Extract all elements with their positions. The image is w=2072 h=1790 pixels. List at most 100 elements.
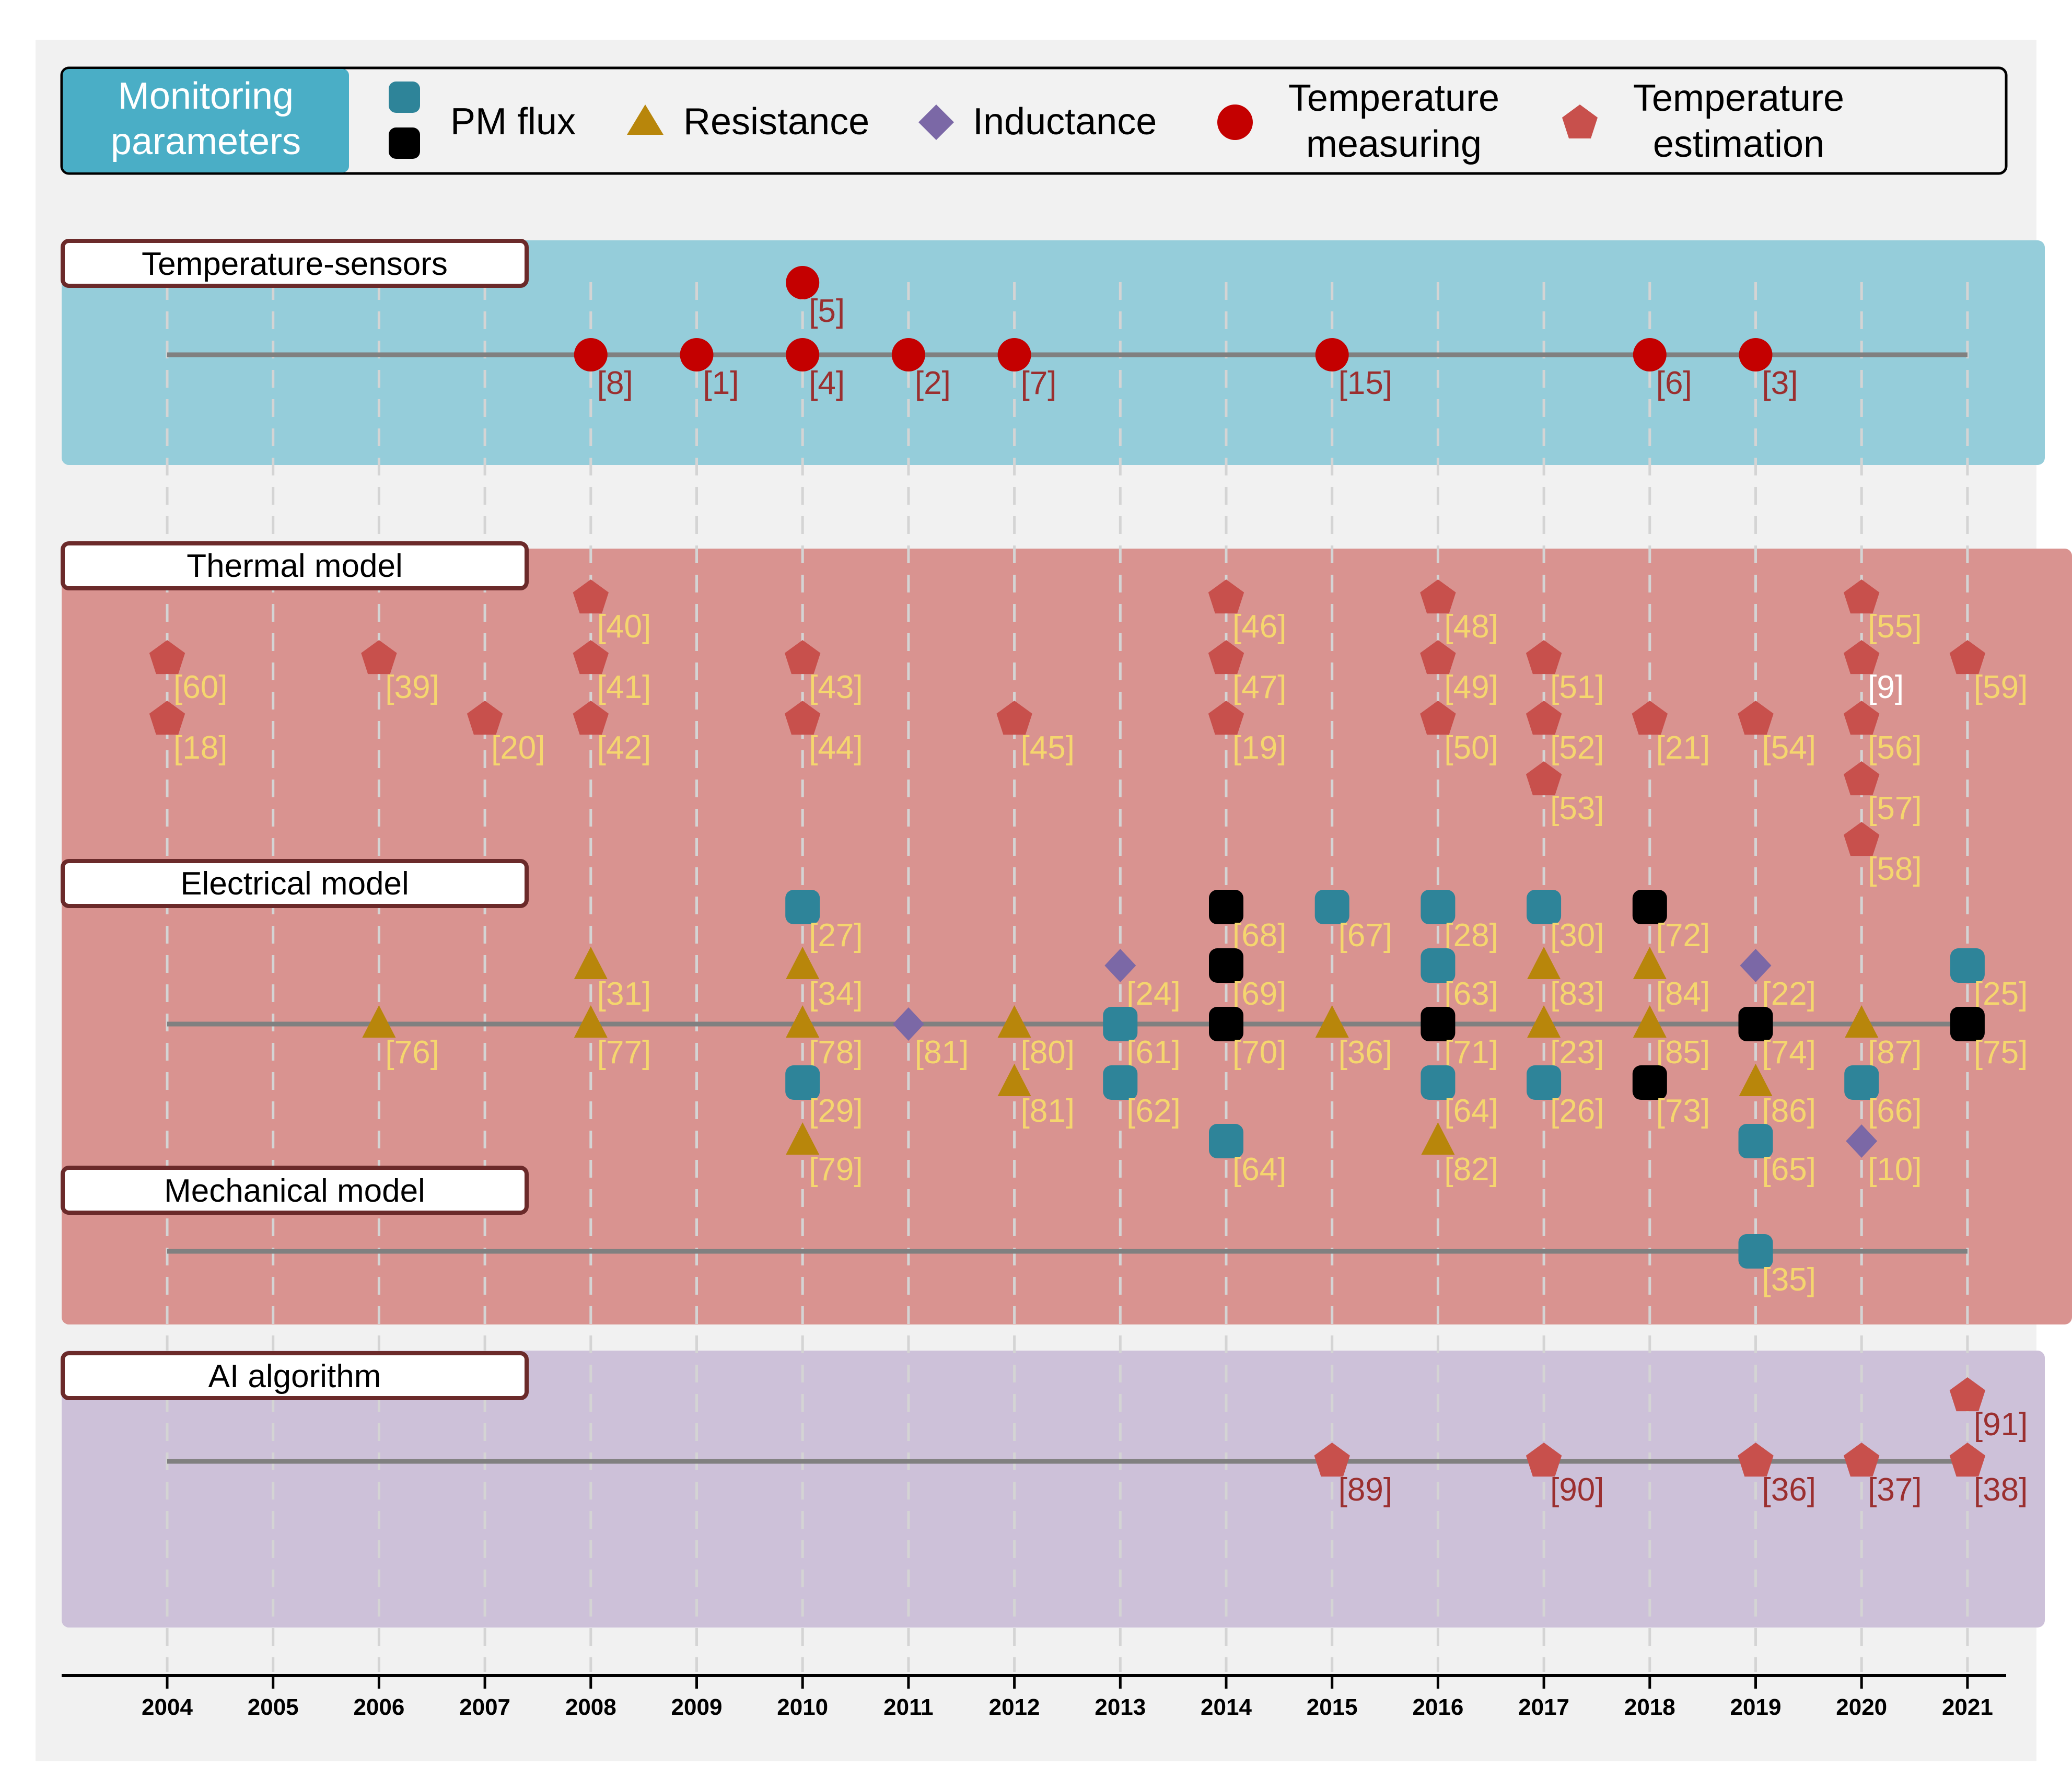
point-thermal-model-2016-13: [48]: [1420, 579, 1498, 645]
legend-pm-flux-teal-icon: [389, 82, 420, 113]
pm-flux-teal-marker: [1527, 890, 1562, 924]
pm-flux-teal-marker: [1844, 1065, 1879, 1100]
temp-estimation-marker: [573, 579, 609, 614]
legend-title-line1: Monitoring: [118, 75, 294, 117]
resistance-marker: [1633, 1005, 1667, 1038]
point-electrical-model-2015-19: [36]: [1315, 1005, 1392, 1071]
reference-label: [80]: [1021, 1035, 1075, 1071]
reference-label: [83]: [1550, 976, 1604, 1012]
reference-label: [43]: [809, 669, 863, 705]
point-temperature-sensors-2011-4: [2]: [891, 338, 951, 401]
reference-label: [9]: [1868, 669, 1904, 705]
reference-label: [55]: [1868, 609, 1922, 645]
point-electrical-model-2021-40: [25]: [1950, 948, 2028, 1012]
inductance-marker: [1846, 1124, 1878, 1158]
point-ai-algorithm-2015-0: [89]: [1314, 1443, 1392, 1508]
legend-temp-measuring-line1: Temperature: [1288, 77, 1499, 119]
inductance-marker: [892, 1007, 924, 1041]
tick-label-2009: 2009: [671, 1694, 723, 1720]
resistance-marker: [997, 1064, 1031, 1096]
temp-estimation-marker: [1844, 1443, 1880, 1477]
reference-label: [18]: [173, 730, 227, 766]
reference-label: [71]: [1444, 1035, 1498, 1071]
point-electrical-model-2008-2: [77]: [574, 1005, 651, 1071]
reference-label: [20]: [491, 730, 545, 766]
tick-label-2019: 2019: [1730, 1694, 1782, 1720]
point-thermal-model-2012-9: [45]: [996, 701, 1075, 766]
reference-label: [5]: [809, 293, 845, 329]
reference-label: [19]: [1232, 730, 1286, 766]
temp-estimation-marker: [573, 701, 609, 735]
legend-inductance-icon: [918, 104, 954, 140]
reference-label: [4]: [809, 365, 845, 401]
resistance-marker: [1527, 1005, 1561, 1038]
reference-label: [76]: [385, 1035, 439, 1071]
temp-estimation-marker: [1632, 701, 1668, 735]
temp-estimation-marker: [1949, 640, 1986, 675]
point-mechanical-model-2019-0: [35]: [1738, 1234, 1816, 1298]
tick-label-2020: 2020: [1836, 1694, 1887, 1720]
reference-label: [39]: [385, 669, 439, 705]
section-baselines: [167, 352, 1968, 1464]
pm-flux-black-marker: [1738, 1007, 1773, 1041]
point-electrical-model-2017-27: [23]: [1527, 1005, 1604, 1071]
point-electrical-model-2013-12: [61]: [1103, 1007, 1181, 1071]
section-title-mechanical-model-box: Mechanical model: [61, 1166, 529, 1215]
reference-label: [6]: [1656, 365, 1692, 401]
point-ai-algorithm-2019-2: [36]: [1738, 1443, 1816, 1508]
point-electrical-model-2018-30: [84]: [1633, 947, 1710, 1012]
tick-label-2005: 2005: [248, 1694, 299, 1720]
legend-title-box: [63, 69, 349, 172]
point-thermal-model-2020-21: [55]: [1844, 579, 1922, 645]
reference-label: [21]: [1656, 730, 1710, 766]
section-title-thermal-model: Thermal model: [187, 548, 402, 584]
temp-estimation-marker: [785, 701, 821, 735]
temp-estimation-marker: [1949, 1443, 1986, 1477]
temp-estimation-marker: [149, 640, 185, 675]
reference-label: [89]: [1338, 1472, 1392, 1508]
point-electrical-model-2016-22: [71]: [1421, 1007, 1498, 1071]
resistance-marker: [574, 947, 608, 979]
point-thermal-model-2014-12: [19]: [1208, 701, 1286, 766]
reference-label: [62]: [1126, 1093, 1180, 1129]
point-thermal-model-2020-25: [58]: [1844, 822, 1922, 887]
reference-label: [69]: [1232, 976, 1286, 1012]
pm-flux-teal-marker: [1209, 1124, 1243, 1158]
tick-label-2013: 2013: [1095, 1694, 1146, 1720]
reference-label: [91]: [1974, 1407, 2028, 1443]
reference-label: [75]: [1974, 1035, 2028, 1071]
reference-label: [38]: [1974, 1472, 2028, 1508]
reference-label: [31]: [597, 976, 651, 1012]
point-thermal-model-2017-17: [52]: [1526, 701, 1604, 766]
year-gridlines: [166, 282, 1969, 1672]
resistance-marker: [1845, 1005, 1879, 1038]
pm-flux-teal-marker: [785, 1065, 820, 1100]
section-title-electrical-model-box: Electrical model: [61, 859, 529, 908]
point-thermal-model-2004-1: [18]: [149, 701, 227, 766]
temp-estimation-marker: [1208, 579, 1244, 614]
reference-label: [53]: [1550, 791, 1604, 827]
point-thermal-model-2007-3: [20]: [467, 701, 545, 766]
band-ai-algorithm: [62, 1351, 2045, 1628]
point-electrical-model-2010-6: [29]: [785, 1065, 863, 1129]
temp-measuring-marker: [1315, 338, 1349, 371]
point-thermal-model-2020-24: [57]: [1844, 761, 1922, 827]
pm-flux-teal-marker: [1421, 1065, 1456, 1100]
pm-flux-black-marker: [1632, 1065, 1667, 1100]
point-thermal-model-2017-18: [53]: [1526, 761, 1604, 827]
reference-label: [73]: [1656, 1093, 1710, 1129]
pm-flux-black-marker: [1209, 1007, 1243, 1041]
point-electrical-model-2017-25: [30]: [1527, 890, 1604, 954]
legend-temp-measuring-line2: measuring: [1306, 123, 1482, 165]
resistance-marker: [362, 1005, 396, 1038]
point-electrical-model-2014-14: [68]: [1209, 890, 1286, 954]
reference-label: [46]: [1232, 609, 1286, 645]
point-temperature-sensors-2012-5: [7]: [997, 338, 1057, 401]
reference-label: [25]: [1974, 976, 2028, 1012]
reference-label: [67]: [1338, 917, 1392, 954]
reference-label: [26]: [1550, 1093, 1604, 1129]
pm-flux-teal-marker: [1103, 1007, 1138, 1041]
reference-label: [59]: [1974, 669, 2028, 705]
temp-estimation-marker: [1420, 701, 1456, 735]
point-thermal-model-2008-4: [40]: [573, 579, 651, 645]
